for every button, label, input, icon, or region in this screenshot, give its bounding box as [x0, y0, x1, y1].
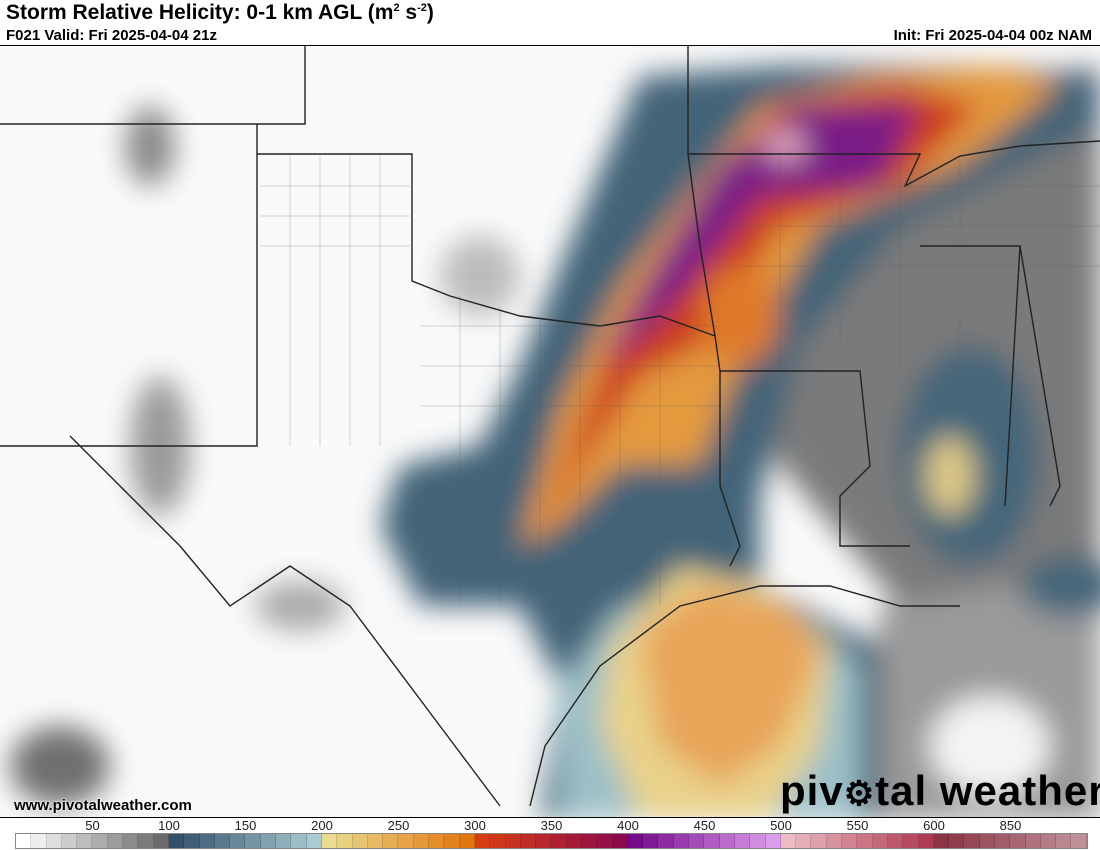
- colorbar-tick-label: 350: [540, 818, 563, 833]
- colorbar-swatch: [765, 834, 781, 848]
- colorbar-swatch: [291, 834, 307, 848]
- colorbar-swatch: [77, 834, 93, 848]
- colorbar-swatch: [643, 834, 659, 848]
- colorbar-tick-label: 200: [311, 818, 333, 833]
- helicity-map[interactable]: [0, 45, 1100, 818]
- colorbar-swatch: [704, 834, 720, 848]
- colorbar-swatch: [31, 834, 47, 848]
- colorbar-swatch: [597, 834, 613, 848]
- website-url[interactable]: www.pivotalweather.com: [14, 797, 192, 814]
- colorbar-swatch: [46, 834, 62, 848]
- colorbar-tick-label: 500: [770, 818, 792, 833]
- title-sup: -2: [417, 1, 427, 14]
- colorbar-swatch: [949, 834, 965, 848]
- colorbar-swatch: [1025, 834, 1041, 848]
- colorbar-swatch: [903, 834, 919, 848]
- colorbar-swatch: [199, 834, 215, 848]
- colorbar-swatch: [658, 834, 674, 848]
- colorbar-swatch: [581, 834, 598, 848]
- colorbar-swatch: [306, 834, 322, 848]
- colorbar-swatch: [842, 834, 858, 848]
- colorbar-swatch: [474, 834, 491, 848]
- colorbar-swatch: [551, 834, 567, 848]
- colorbar-swatch: [811, 834, 827, 848]
- colorbar-tick-label: 100: [158, 818, 180, 833]
- colorbar-swatch: [826, 834, 843, 848]
- init-time: Init: Fri 2025-04-04 00z NAM: [893, 27, 1092, 44]
- colorbar-swatch: [383, 834, 399, 848]
- colorbar-swatch: [734, 834, 751, 848]
- colorbar-swatch: [214, 834, 231, 848]
- colorbar-tick-label: 400: [617, 818, 639, 833]
- colorbar-swatch: [413, 834, 430, 848]
- colorbar-tick-label: 850: [999, 818, 1022, 833]
- state-borders: [0, 46, 1100, 807]
- colorbar-swatch: [918, 834, 934, 848]
- colorbar-swatch: [459, 834, 475, 848]
- colorbar-swatch: [92, 834, 108, 848]
- colorbar-swatch: [566, 834, 582, 848]
- colorbar-swatch: [153, 834, 169, 848]
- colorbar-swatch: [398, 834, 414, 848]
- colorbar-swatch: [536, 834, 552, 848]
- colorbar-tick-label: 150: [234, 818, 257, 833]
- colorbar-swatch: [689, 834, 705, 848]
- colorbar-swatch: [184, 834, 200, 848]
- colorbar-swatch: [352, 834, 368, 848]
- colorbar-swatch: [520, 834, 537, 848]
- colorbar-swatch: [964, 834, 980, 848]
- colorbar-swatch: [933, 834, 950, 848]
- county-grid: [260, 154, 1100, 606]
- title-text: Storm Relative Helicity: 0-1 km AGL (m: [6, 1, 394, 24]
- colorbar-swatch: [490, 834, 506, 848]
- colorbar-swatch: [627, 834, 644, 848]
- colorbar-swatch: [123, 834, 139, 848]
- colorbar-tick-label: 250: [387, 818, 410, 833]
- colorbar-swatch: [719, 834, 735, 848]
- colorbar-tick-label: 450: [693, 818, 716, 833]
- colorbar-swatch: [1071, 834, 1087, 848]
- title-text: ): [426, 1, 434, 24]
- colorbar-swatch: [505, 834, 521, 848]
- colorbar-swatch: [612, 834, 628, 848]
- colorbar-tick-label: 300: [464, 818, 486, 833]
- colorbar-swatch: [138, 834, 154, 848]
- colorbar-swatch: [61, 834, 78, 848]
- colorbar-tick-label: 50: [85, 818, 100, 833]
- colorbar-swatch: [321, 834, 338, 848]
- colorbar-swatch: [796, 834, 812, 848]
- colorbar-swatch: [444, 834, 460, 848]
- colorbar-swatch: [276, 834, 292, 848]
- valid-time: F021 Valid: Fri 2025-04-04 21z: [6, 27, 217, 44]
- colorbar-swatch: [872, 834, 888, 848]
- colorbar-swatch: [1040, 834, 1057, 848]
- colorbar-swatch: [230, 834, 246, 848]
- colorbar-swatch: [995, 834, 1011, 848]
- colorbar-swatch: [1010, 834, 1026, 848]
- colorbar-swatch: [168, 834, 185, 848]
- colorbar-swatch: [260, 834, 277, 848]
- colorbar-swatch: [979, 834, 995, 848]
- colorbar-swatch: [107, 834, 124, 848]
- colorbar-swatch: [673, 834, 690, 848]
- colorbar-swatch: [887, 834, 904, 848]
- map-title: Storm Relative Helicity: 0-1 km AGL (m2 …: [6, 1, 434, 25]
- title-sup: 2: [393, 1, 400, 14]
- colorbar-swatch: [857, 834, 873, 848]
- map-canvas: [0, 46, 1100, 817]
- colorbar-tick-label: 550: [846, 818, 869, 833]
- title-text: s: [399, 1, 418, 24]
- colorbar-swatch: [429, 834, 445, 848]
- colorbar-tick-label: 600: [923, 818, 945, 833]
- colorbar-swatch: [750, 834, 766, 848]
- colorbar-swatch: [16, 834, 32, 848]
- colorbar-swatch: [367, 834, 384, 848]
- colorbar: [15, 833, 1088, 849]
- colorbar-swatch: [245, 834, 261, 848]
- colorbar-swatch: [337, 834, 353, 848]
- colorbar-swatch: [1056, 834, 1072, 848]
- pivotal-weather-logo: piv⚙tal weather: [780, 767, 1100, 814]
- colorbar-swatch: [780, 834, 797, 848]
